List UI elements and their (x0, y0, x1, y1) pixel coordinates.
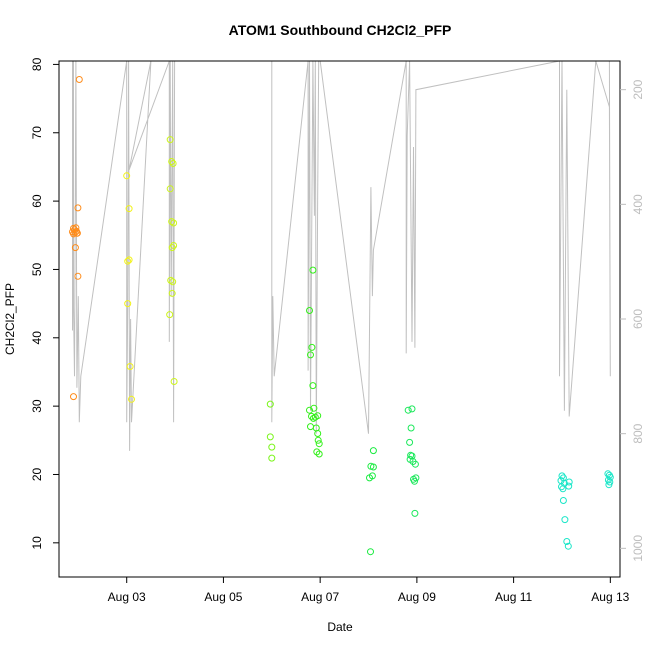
y-tick-label: 50 (30, 262, 44, 276)
data-point (75, 76, 83, 83)
x-tick-label: Aug 05 (204, 590, 242, 604)
y-tick-label: 30 (30, 399, 44, 413)
data-point (168, 289, 176, 297)
data-point (124, 300, 132, 308)
data-point (71, 244, 79, 252)
x-axis: Aug 03 Aug 05 Aug 07 Aug 09 Aug 11 Aug 13 (108, 577, 630, 604)
data-point (123, 172, 131, 180)
data-point (307, 351, 314, 359)
data-point (367, 548, 374, 556)
data-point (170, 219, 178, 227)
data-point (268, 454, 276, 462)
data-point (306, 406, 313, 414)
y-axis-label: CH2Cl2_PFP (3, 283, 17, 355)
right-tick-label: 400 (631, 194, 645, 214)
y-tick-label: 80 (30, 57, 44, 71)
data-point (307, 423, 314, 431)
x-tick-label: Aug 03 (108, 590, 146, 604)
data-point (565, 482, 573, 490)
y-tick-label: 10 (30, 536, 44, 550)
data-point (309, 382, 317, 390)
data-point (73, 229, 81, 237)
data-point (406, 438, 414, 446)
y-tick-label: 40 (30, 331, 44, 345)
chart-title: ATOM1 Southbound CH2Cl2_PFP (229, 22, 452, 38)
data-point (266, 433, 274, 441)
data-point (604, 476, 612, 484)
y-tick-label: 20 (30, 467, 44, 481)
right-tick-label: 600 (631, 309, 645, 329)
data-point (170, 242, 178, 249)
data-point (561, 516, 569, 524)
data-point (559, 485, 567, 493)
data-point (411, 509, 419, 517)
data-point (411, 477, 418, 485)
data-point (314, 436, 322, 444)
x-axis-label: Date (327, 620, 353, 634)
data-point (564, 542, 572, 550)
altitude-trace-layer (72, 60, 611, 451)
data-point (128, 395, 135, 403)
data-point (559, 497, 567, 504)
data-point (168, 218, 176, 226)
data-point (558, 472, 566, 480)
right-tick-label: 1000 (631, 535, 645, 562)
data-point (412, 474, 420, 482)
data-point (169, 278, 177, 286)
y-axis: 10 20 30 40 50 60 70 80 (30, 57, 59, 550)
x-tick-label: Aug 07 (301, 590, 339, 604)
x-tick-label: Aug 13 (591, 590, 629, 604)
data-point (369, 447, 377, 455)
data-point (309, 266, 317, 274)
data-point (306, 307, 313, 314)
data-point (124, 257, 132, 265)
data-point (169, 160, 177, 167)
data-point (168, 158, 176, 165)
altitude-trace-line (72, 60, 611, 451)
data-point (558, 483, 565, 491)
data-point (369, 463, 377, 471)
data-point (315, 440, 323, 448)
right-tick-label: 200 (631, 79, 645, 99)
data-point (368, 472, 376, 480)
data-point (170, 378, 178, 385)
data-point (268, 443, 276, 451)
plot-frame (58, 60, 621, 578)
data-point (563, 538, 571, 545)
data-point (166, 311, 174, 319)
data-point (70, 393, 77, 401)
data-point (605, 481, 613, 489)
data-point (166, 185, 174, 193)
data-point (411, 460, 419, 468)
data-point (126, 363, 134, 370)
data-point (74, 272, 82, 280)
y-tick-label: 70 (30, 126, 44, 140)
data-point (125, 205, 133, 213)
data-point (266, 400, 274, 408)
data-point (315, 450, 323, 458)
y-tick-label: 60 (30, 194, 44, 208)
data-point (408, 405, 416, 413)
data-point (565, 478, 573, 486)
data-point (314, 412, 322, 420)
data-points-layer (69, 76, 614, 556)
data-point (310, 404, 318, 412)
data-point (407, 424, 415, 432)
data-point (125, 256, 133, 264)
data-point (314, 430, 322, 437)
x-tick-label: Aug 11 (495, 590, 532, 604)
data-point (404, 406, 412, 414)
right-tick-label: 800 (631, 423, 645, 443)
data-point (166, 136, 174, 144)
data-point (308, 343, 316, 351)
data-point (74, 204, 82, 212)
y-axis-right: 200 400 600 800 1000 (620, 79, 645, 562)
data-point (167, 276, 175, 284)
x-tick-label: Aug 09 (398, 590, 436, 604)
